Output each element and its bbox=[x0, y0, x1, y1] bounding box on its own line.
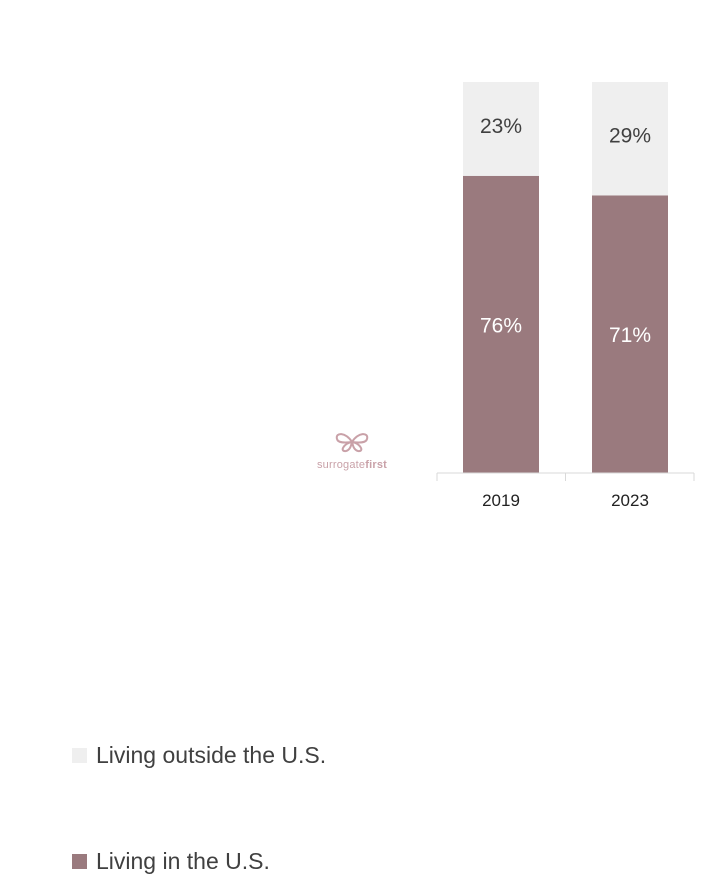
bar-inside-2019 bbox=[463, 175, 539, 473]
x-tick-label-2023: 2023 bbox=[611, 491, 649, 510]
surrogatefirst-logo: surrogatefirst bbox=[312, 430, 392, 471]
logo-text: surrogatefirst bbox=[312, 459, 392, 471]
chart: 76% 23% 2019 71% 29% 2023 Living outside the … bbox=[72, 82, 695, 874]
bar-outside-2023 bbox=[592, 82, 668, 196]
logo-text-regular: surrogate bbox=[316, 459, 366, 471]
x-tick-label-2019: 2019 bbox=[482, 491, 520, 510]
data-label-outside-2023: 29% bbox=[609, 125, 651, 148]
legend-swatch-outside bbox=[72, 748, 87, 763]
chart-plot: 76% 23% 2019 71% 29% 2023 bbox=[436, 82, 695, 510]
legend-label-outside: Living outside the U.S. bbox=[96, 742, 327, 768]
legend-label-inside: Living in the U.S. bbox=[96, 848, 270, 874]
data-label-inside-2019: 76% bbox=[480, 314, 522, 337]
bar-outside-2019 bbox=[463, 82, 539, 176]
butterfly-icon bbox=[335, 433, 369, 453]
data-label-inside-2023: 71% bbox=[609, 324, 651, 347]
legend-item-inside: Living in the U.S. bbox=[72, 848, 270, 875]
legend-swatch-inside bbox=[72, 854, 87, 869]
logo-text-bold: first bbox=[365, 459, 388, 471]
data-label-outside-2019: 23% bbox=[480, 115, 522, 138]
legend-item-outside: Living outside the U.S. bbox=[72, 742, 326, 769]
bar-inside-2023 bbox=[592, 195, 668, 473]
